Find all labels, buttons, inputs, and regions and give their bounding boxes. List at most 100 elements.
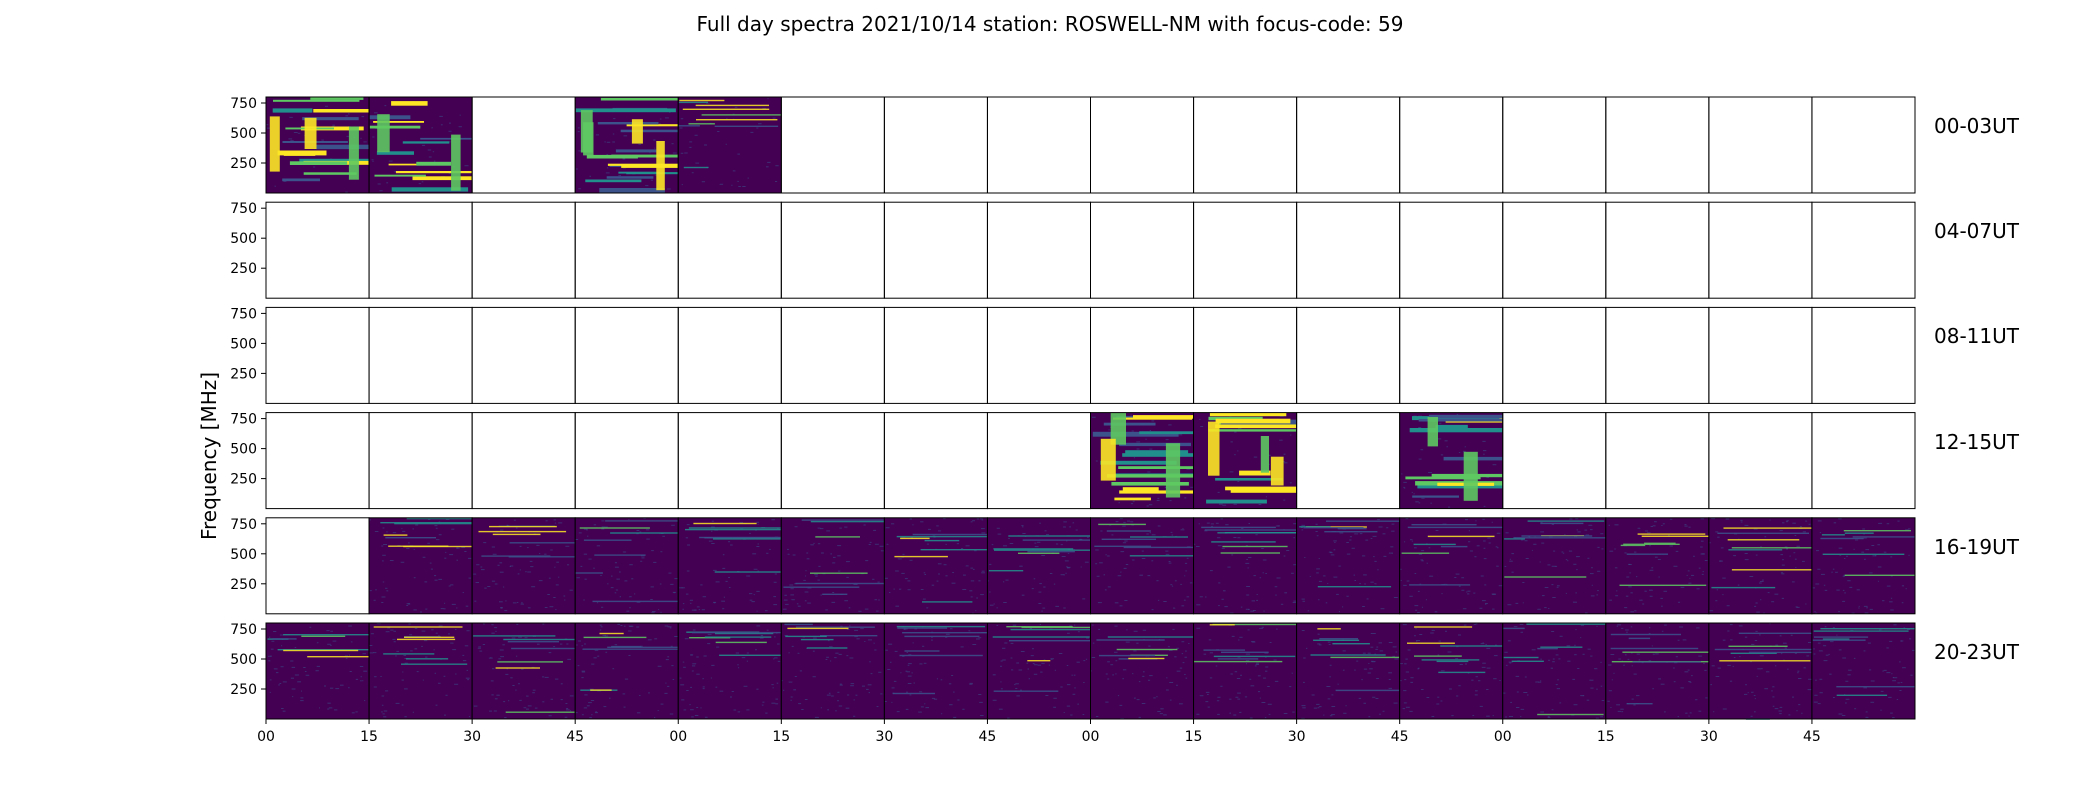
spectrum-noise [831,601,836,603]
spectrum-noise [269,679,272,681]
spectrum-band [1738,632,1812,634]
spectrum-noise [1223,590,1226,592]
spectrum-noise [686,524,690,526]
spectrum-noise [282,710,286,712]
spectrum-noise [1832,568,1835,570]
spectrum-noise [1838,649,1842,651]
spectrum-noise [1168,561,1171,562]
spectrum-noise [1244,696,1248,698]
spectrum-noise [273,631,277,632]
spectrum-noise [753,594,755,596]
spectrum-noise [694,715,699,716]
spectrum-noise [1120,551,1125,553]
spectrum-noise [645,185,649,187]
spectrum-noise [1203,653,1207,655]
spectrum-noise [1146,533,1149,535]
spectrum-noise [581,677,584,679]
spectrum-noise [1901,602,1904,604]
spectrum-noise [1445,630,1447,632]
spectrum-noise [1010,642,1014,644]
spectrum-noise [1525,558,1529,559]
spectrum-noise [1428,547,1431,549]
spectrum-noise [1293,537,1295,539]
spectrum-noise [1703,663,1705,665]
spectrum-noise [601,526,606,528]
row-time-label: 08-11UT [1934,324,2019,349]
spectrum-noise [548,577,551,579]
spectrum-noise [674,636,678,637]
spectrum-noise [1744,636,1748,638]
spectrum-noise [684,152,688,154]
spectrum-noise [1126,629,1128,631]
spectrum-noise [1760,599,1762,601]
spectrum-noise [1764,536,1767,538]
spectrum-panel [1605,96,1710,194]
spectrum-band [1106,530,1151,532]
spectrum-noise [1316,572,1319,574]
spectrum-noise [715,686,718,688]
spectrum-noise [648,692,650,694]
spectrum-noise [288,138,293,140]
spectrum-noise [1405,706,1410,708]
spectrum-noise [1755,630,1758,632]
spectrum-noise [1730,639,1733,641]
spectrum-noise [1897,682,1900,684]
spectrum-noise [1440,700,1443,702]
spectrum-noise [1794,535,1797,536]
spectrum-noise [424,581,428,583]
spectrum-noise [1789,555,1791,557]
spectrum-noise [679,677,682,679]
spectrum-noise [508,700,510,702]
spectrum-panel-border [1811,412,1916,510]
spectrum-panel-border [677,306,782,404]
spectrum-noise [475,582,479,583]
spectrum-noise [1764,688,1768,690]
spectrum-noise [1835,571,1838,573]
spectrum-noise [1431,629,1435,631]
spectrum-noise [1831,571,1833,573]
spectrum-noise [1585,534,1589,536]
spectrum-noise [1132,559,1135,561]
spectrum-noise [491,624,494,626]
spectrum-noise [853,584,858,585]
spectrum-panel-border [1399,201,1504,299]
spectrum-noise [456,547,459,549]
spectrum-noise [730,544,733,546]
spectrum-band [313,109,369,113]
spectrum-band [1540,522,1584,525]
spectrum-noise [1684,525,1688,527]
spectrum-noise [1479,705,1483,707]
spectrum-noise [1634,610,1637,612]
spectrum-band [416,161,452,166]
spectrum-noise [512,685,515,686]
spectrum-band [682,108,770,110]
spectrum-noise [1165,550,1169,552]
spectrum-band [373,626,463,628]
spectrum-noise [1217,713,1220,715]
spectrum-noise [850,685,854,687]
spectrum-noise [330,644,332,646]
spectrum-noise [846,576,849,578]
spectrum-noise [1142,629,1146,631]
spectrum-noise [1649,595,1653,597]
spectrum-band [1224,532,1297,534]
spectrum-noise [1373,556,1375,558]
spectrum-band [1299,526,1331,528]
spectrum-noise [1858,605,1860,607]
spectrum-noise [406,605,409,606]
spectrum-noise [640,555,645,557]
spectrum-band [1427,535,1495,538]
spectrum-noise [521,602,523,604]
spectrum-noise [1066,566,1071,568]
spectrum-noise [1330,554,1335,556]
spectrum-band [1619,584,1707,586]
spectrum-noise [526,708,529,710]
spectrum-noise [787,553,790,555]
spectrum-noise [536,544,540,546]
spectrum-noise [1673,565,1678,567]
spectrum-noise [385,690,389,692]
spectrum-noise [450,642,454,644]
spectrum-noise [1325,602,1328,604]
spectrum-noise [1267,703,1272,705]
spectrum-noise [1651,645,1653,647]
